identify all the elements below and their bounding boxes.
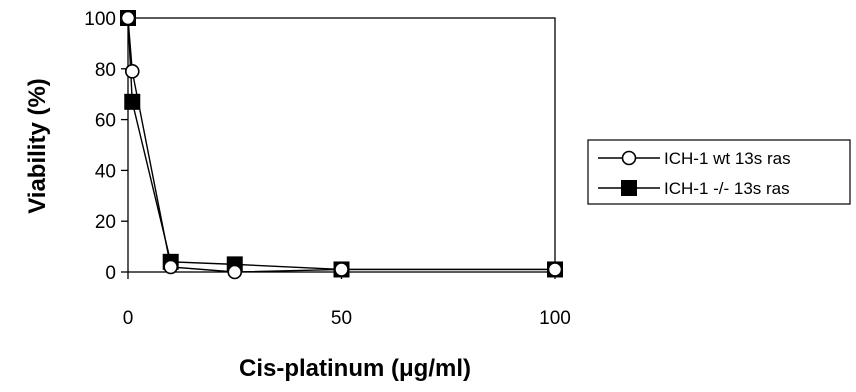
y-axis-title: Viability (%) [24, 78, 51, 214]
data-point [334, 262, 349, 277]
legend-entry: ICH-1 -/- 13s ras [598, 179, 790, 198]
y-tick-label: 40 [95, 161, 116, 182]
data-point [124, 93, 141, 110]
y-tick-label: 20 [95, 212, 116, 233]
legend-label: ICH-1 -/- 13s ras [664, 179, 790, 198]
x-tick-label: 50 [331, 308, 352, 329]
x-tick-label: 0 [123, 308, 134, 329]
y-tick-label: 60 [95, 111, 116, 132]
legend-marker [621, 150, 637, 166]
series-line [127, 17, 555, 273]
legend-entry: ICH-1 wt 13s ras [598, 149, 791, 168]
legend: ICH-1 wt 13s ras ICH-1 -/- 13s ras [587, 139, 851, 205]
data-point [120, 10, 136, 26]
data-point [227, 264, 243, 280]
x-axis-ticks: 0 50 100 [123, 272, 571, 329]
plot-area-border [127, 17, 556, 273]
legend-label: ICH-1 wt 13s ras [664, 149, 791, 168]
data-point [547, 262, 563, 277]
plot-frame [127, 17, 556, 273]
series-1 [120, 10, 563, 278]
y-tick-label: 100 [84, 9, 116, 30]
series-0 [120, 10, 563, 280]
x-tick-label: 100 [539, 308, 571, 329]
series-line [127, 17, 555, 271]
data-point [163, 259, 178, 275]
y-tick-label: 0 [105, 263, 116, 284]
y-tick-label: 80 [95, 60, 116, 81]
series-layer [120, 10, 563, 280]
y-axis-ticks: 0 20 40 60 80 100 [84, 9, 128, 284]
legend-marker [621, 180, 637, 196]
data-point [124, 64, 140, 79]
x-axis-title: Cis-platinum (μg/ml) [239, 355, 471, 382]
